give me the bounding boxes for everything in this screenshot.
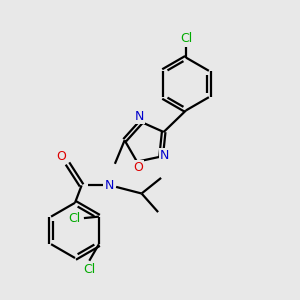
Text: N: N: [160, 148, 169, 162]
Text: Cl: Cl: [83, 263, 95, 276]
Text: Cl: Cl: [68, 212, 80, 225]
Text: N: N: [105, 179, 114, 192]
Text: Cl: Cl: [180, 32, 192, 46]
Text: N: N: [135, 110, 144, 123]
Text: O: O: [56, 150, 66, 164]
Text: O: O: [134, 160, 143, 174]
